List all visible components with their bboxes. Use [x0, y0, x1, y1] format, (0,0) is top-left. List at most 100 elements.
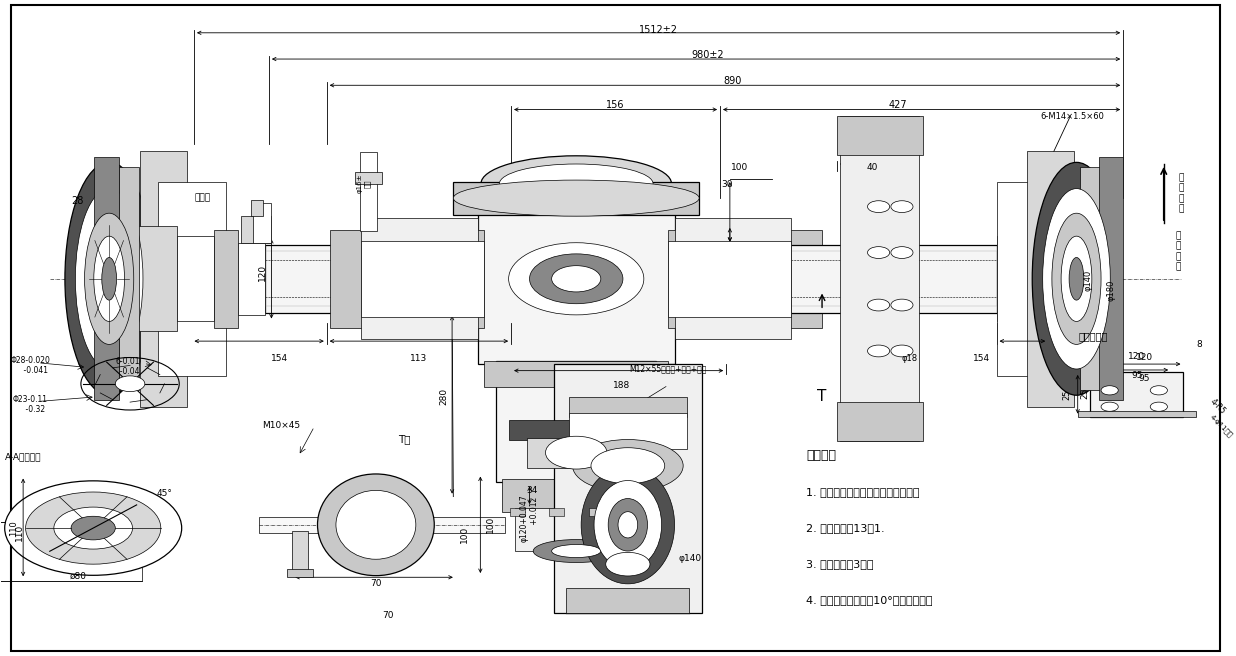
Bar: [1033, 230, 1064, 328]
Ellipse shape: [1052, 213, 1101, 344]
Bar: [119, 167, 138, 390]
Text: A-A旋转视图: A-A旋转视图: [5, 452, 41, 461]
Text: Φ28-0.020
    -0.041: Φ28-0.020 -0.041: [11, 356, 51, 375]
Circle shape: [891, 299, 913, 311]
Bar: [241, 216, 272, 243]
Bar: [330, 230, 485, 328]
Bar: [1090, 372, 1183, 417]
Ellipse shape: [572, 440, 684, 492]
Ellipse shape: [533, 539, 619, 563]
Text: 154: 154: [973, 354, 990, 363]
Text: φ140: φ140: [1083, 270, 1093, 291]
Bar: [355, 172, 382, 184]
Bar: [140, 151, 187, 407]
Bar: [727, 245, 996, 313]
Text: 25: 25: [1062, 389, 1072, 400]
Text: 1. 整桥装配后必须进行气密性检验。: 1. 整桥装配后必须进行气密性检验。: [806, 487, 920, 497]
Circle shape: [54, 507, 132, 549]
Bar: [361, 241, 485, 317]
Bar: [288, 569, 313, 577]
Text: 154: 154: [272, 354, 288, 363]
Text: φ120+0.047
      +0.012: φ120+0.047 +0.012: [520, 495, 539, 542]
Ellipse shape: [551, 544, 601, 558]
Bar: [514, 508, 638, 551]
Text: M10×45: M10×45: [262, 420, 300, 430]
Text: 95: 95: [1131, 371, 1142, 380]
Text: 100: 100: [460, 526, 468, 543]
Bar: [253, 203, 272, 243]
Bar: [94, 157, 119, 400]
Text: T: T: [817, 390, 827, 404]
Circle shape: [115, 376, 145, 392]
Circle shape: [891, 345, 913, 357]
Ellipse shape: [101, 257, 116, 300]
Bar: [266, 251, 512, 306]
Circle shape: [1151, 386, 1168, 395]
Bar: [266, 245, 512, 313]
Text: φ16±
注油: φ16± 注油: [357, 174, 371, 194]
Bar: [549, 508, 564, 516]
Text: φ18: φ18: [901, 354, 917, 363]
Text: Φ23-0.11
    -0.32: Φ23-0.11 -0.32: [14, 395, 48, 415]
Bar: [569, 413, 687, 449]
Ellipse shape: [84, 213, 133, 344]
Text: 113: 113: [410, 354, 428, 363]
Text: 280: 280: [439, 388, 447, 405]
Text: 技术要求: 技术要求: [806, 449, 836, 462]
Bar: [214, 230, 239, 328]
Bar: [497, 361, 656, 482]
Bar: [837, 116, 923, 155]
Text: 100: 100: [730, 163, 748, 172]
Circle shape: [529, 254, 623, 304]
Ellipse shape: [1069, 257, 1084, 300]
Bar: [177, 236, 214, 321]
Circle shape: [545, 436, 607, 469]
Text: 120: 120: [258, 264, 267, 281]
Text: 188: 188: [613, 381, 630, 390]
Text: 8: 8: [1196, 340, 1203, 349]
Text: 45°: 45°: [157, 489, 172, 498]
Text: 120: 120: [1128, 352, 1146, 361]
Ellipse shape: [1062, 236, 1091, 321]
Bar: [669, 230, 822, 328]
Text: φ180: φ180: [1106, 280, 1115, 301]
Text: 4-φ11通孔: 4-φ11通孔: [1209, 414, 1234, 439]
Circle shape: [1101, 386, 1119, 395]
Bar: [675, 218, 791, 339]
Bar: [360, 152, 377, 231]
Ellipse shape: [454, 180, 700, 216]
Bar: [251, 200, 263, 216]
Ellipse shape: [75, 189, 143, 369]
Ellipse shape: [595, 480, 661, 569]
Bar: [361, 218, 478, 339]
Ellipse shape: [336, 490, 415, 559]
Bar: [837, 402, 923, 441]
Bar: [292, 531, 308, 576]
Bar: [669, 241, 791, 317]
Text: 3. 桥荷不大于3吨。: 3. 桥荷不大于3吨。: [806, 559, 874, 569]
Bar: [510, 508, 524, 516]
Circle shape: [868, 345, 890, 357]
Text: ø80: ø80: [70, 571, 87, 581]
Bar: [727, 251, 996, 306]
Circle shape: [891, 247, 913, 258]
Bar: [1099, 157, 1124, 400]
Bar: [840, 116, 920, 441]
Circle shape: [509, 243, 644, 315]
Ellipse shape: [66, 162, 153, 395]
Bar: [566, 588, 690, 613]
Text: 前
进
方
向: 前 进 方 向: [1178, 173, 1184, 214]
Text: T向: T向: [398, 434, 410, 445]
Bar: [996, 182, 1064, 376]
Bar: [454, 182, 700, 215]
Bar: [588, 508, 603, 516]
Bar: [485, 361, 669, 387]
Ellipse shape: [1032, 162, 1121, 395]
Circle shape: [868, 299, 890, 311]
Text: 排气口: 排气口: [194, 194, 210, 203]
Bar: [1027, 151, 1074, 407]
Bar: [1048, 239, 1075, 318]
Text: 4-R5: 4-R5: [1209, 398, 1227, 416]
Text: 70: 70: [382, 611, 394, 620]
Circle shape: [70, 516, 115, 540]
